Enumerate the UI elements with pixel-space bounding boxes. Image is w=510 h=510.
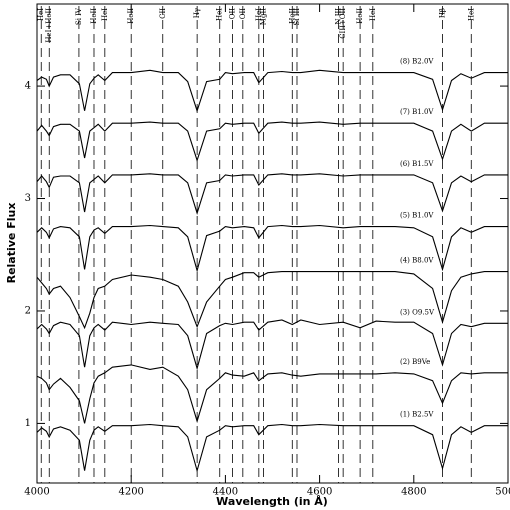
y-tick-label: 4 <box>25 81 31 92</box>
y-axis-label: Relative Flux <box>5 203 18 284</box>
spectrum-label: (6) B1.5V <box>400 160 434 168</box>
line-label: Si IV <box>75 7 83 25</box>
line-label: HeI <box>467 8 475 21</box>
spectrum-label: (5) B1.0V <box>400 212 434 220</box>
line-label: HeI <box>255 8 263 21</box>
spectrum <box>36 271 508 330</box>
line-label: HeII <box>90 8 98 24</box>
y-tick-label: 3 <box>25 193 31 204</box>
spectrum-label: (2) B9Ve <box>400 358 430 366</box>
spectrum-label: (7) B1.0V <box>400 108 434 116</box>
line-label: CIII+OII <box>339 8 347 39</box>
line-label: Hβ <box>439 8 447 18</box>
line-label: N III <box>334 8 342 25</box>
line-label: HeI <box>369 8 377 21</box>
spectrum <box>36 364 508 424</box>
line-label: HeI <box>37 8 45 21</box>
x-tick-label: 4600 <box>307 487 332 498</box>
line-label: Si III <box>293 8 301 26</box>
line-label: HeII <box>356 8 364 24</box>
line-label: HeII <box>127 8 135 24</box>
x-tick-label: 4000 <box>24 487 49 498</box>
line-label: HeII <box>288 8 296 24</box>
line-label: OII <box>239 8 247 20</box>
line-label: CII <box>159 8 167 19</box>
x-tick-label: 4400 <box>213 487 238 498</box>
line-label: MgII <box>260 8 268 25</box>
x-tick-label: 4200 <box>118 487 143 498</box>
line-label: HeI+HeII <box>45 8 53 43</box>
spectrum <box>36 173 508 215</box>
spectrum-label: (8) B2.0V <box>400 58 434 66</box>
plot-frame <box>36 3 509 484</box>
x-axis-label: Wavelength (in Å) <box>216 495 328 508</box>
y-tick-label: 2 <box>25 305 31 316</box>
spectrum <box>36 319 508 371</box>
spectrum <box>36 69 508 113</box>
spectrum <box>36 423 508 473</box>
spectrum-label: (1) B2.5V <box>400 411 434 419</box>
spectrum-label: (3) O9.5V <box>400 308 435 316</box>
line-label: HeI <box>216 8 224 21</box>
line-label: OII <box>228 8 236 20</box>
line-label: Hγ <box>193 8 201 18</box>
spectrum <box>36 224 508 273</box>
x-tick-label: 5000 <box>495 487 510 498</box>
y-tick-label: 1 <box>25 418 31 429</box>
x-tick-label: 4800 <box>401 487 426 498</box>
spectrum-label: (4) B8.0V <box>400 257 434 265</box>
line-label: HeI <box>101 8 109 21</box>
spectrum <box>36 121 508 163</box>
